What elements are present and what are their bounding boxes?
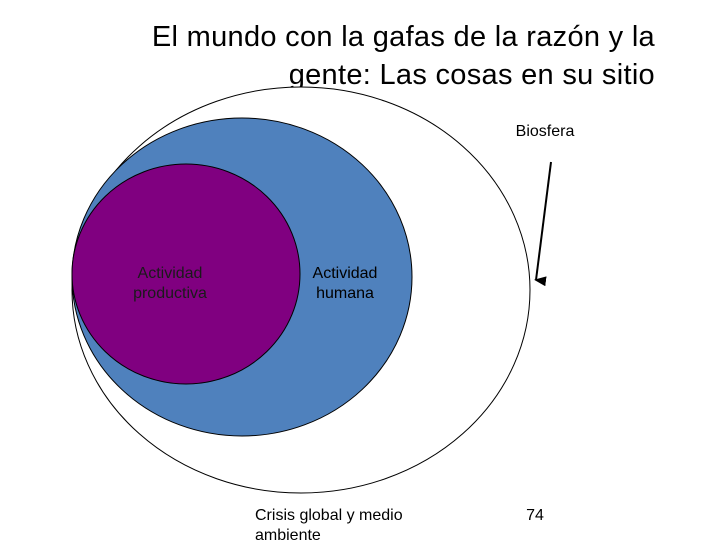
actividad-productiva-circle (71, 163, 301, 385)
footer-text: Crisis global y medio ambiente (255, 507, 403, 544)
slide-title-line-2: gente: Las cosas en su sitio (288, 59, 655, 91)
biosfera-label: Biosfera (515, 123, 575, 140)
actividad-humana-label: Actividad humana (312, 265, 378, 302)
slide-title: El mundo con la gafas de la razón y la g… (40, 18, 655, 94)
biosfera-pointer-arrow (534, 161, 552, 287)
actividad-productiva-label: Actividad productiva (133, 265, 207, 302)
page-number: 74 (526, 507, 544, 524)
slide-title-line-1: El mundo con la gafas de la razón y la (151, 21, 655, 53)
